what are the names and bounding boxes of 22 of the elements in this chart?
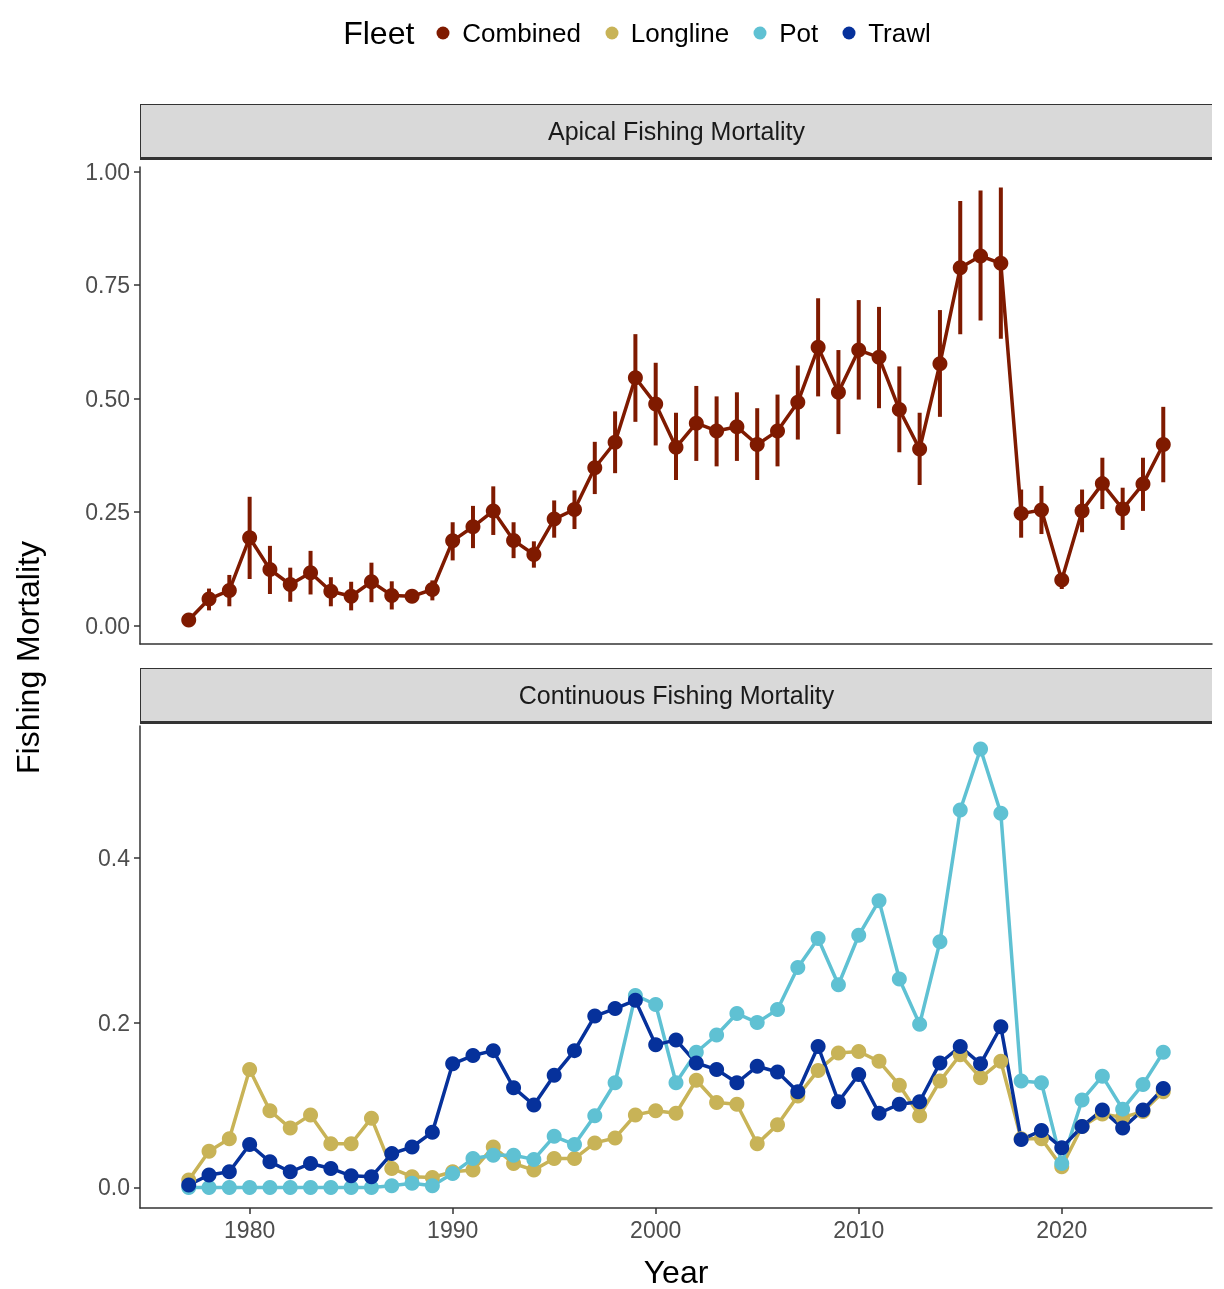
- x-tick-label: 2000: [630, 1216, 682, 1243]
- y-tick-label: 0.0: [98, 1174, 130, 1201]
- y-tick-label: 0.2: [98, 1009, 130, 1036]
- x-tick-label: 1980: [224, 1216, 276, 1243]
- y-tick-label: 0.50: [85, 385, 130, 412]
- y-axis-title: Fishing Mortality: [9, 540, 47, 774]
- legend-title: Fleet: [343, 14, 415, 52]
- legend-label: Longline: [630, 17, 730, 49]
- x-axis-title: Year: [643, 1254, 709, 1289]
- chart-title: Continuous Fishing Mortality: [140, 668, 1212, 724]
- chart-title: Apical Fishing Mortality: [140, 104, 1212, 160]
- x-tick-label: 2020: [1036, 1216, 1088, 1243]
- y-tick-label: 0.4: [98, 844, 131, 871]
- legend-label: Pot: [779, 17, 819, 49]
- legend-label: Trawl: [868, 17, 931, 49]
- y-tick-label: 1.00: [85, 158, 130, 185]
- x-tick-label: 2010: [833, 1216, 885, 1243]
- y-tick-label: 0.75: [85, 272, 130, 299]
- y-tick-label: 0.25: [85, 499, 130, 526]
- y-tick-label: 0.00: [85, 612, 130, 639]
- x-tick-label: 1990: [427, 1216, 479, 1243]
- legend-label: Combined: [462, 17, 581, 49]
